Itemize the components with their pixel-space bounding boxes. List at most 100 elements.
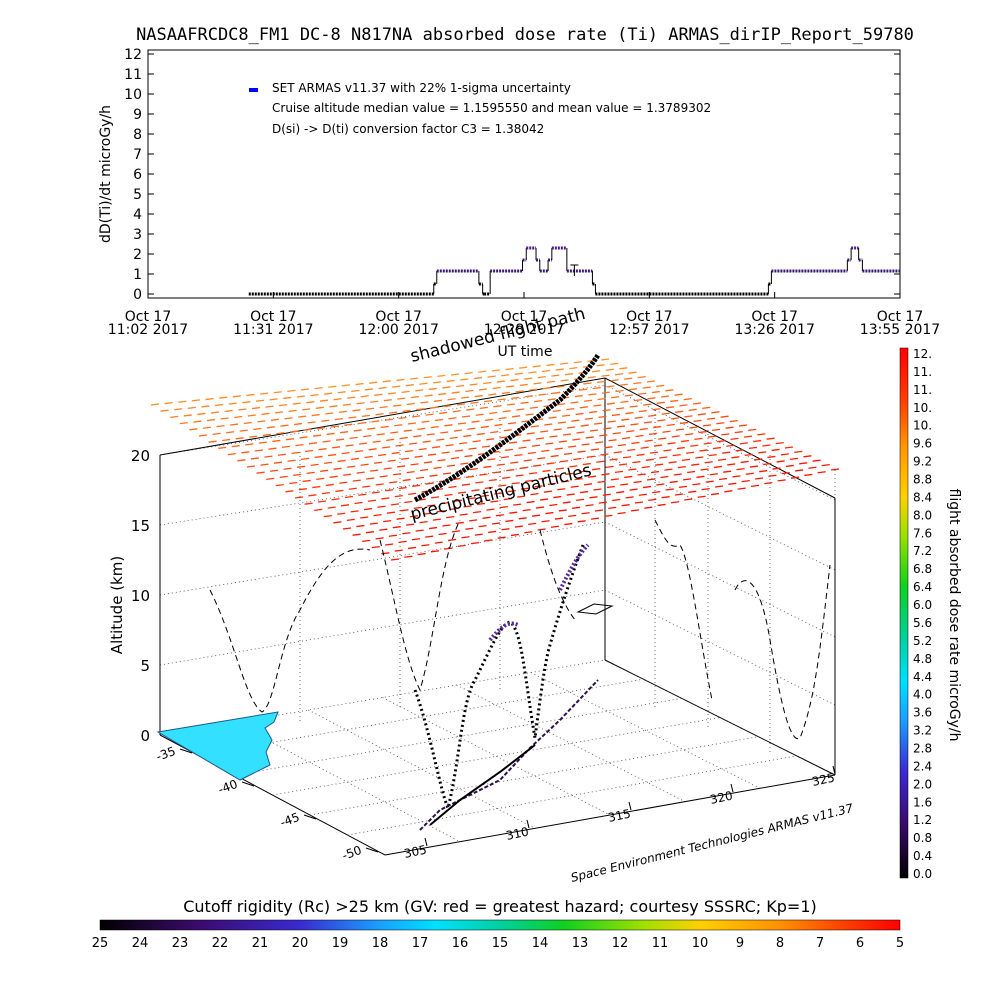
- rc-surface-dash: [488, 530, 497, 534]
- rc-surface-dash: [744, 453, 753, 457]
- rc-surface-dash: [602, 409, 611, 412]
- rc-surface-dash: [505, 519, 514, 523]
- rc-surface-dash: [777, 479, 786, 482]
- y-tick-label: 8: [133, 127, 142, 143]
- rc-surface-dash: [598, 415, 607, 419]
- rc-surface-dash: [514, 453, 523, 457]
- rc-surface-dash: [337, 391, 346, 394]
- rc-surface-dash: [433, 466, 442, 470]
- rc-surface-dash: [528, 371, 537, 374]
- rc-surface-dash: [817, 471, 826, 474]
- rc-surface-dash: [427, 504, 436, 507]
- rc-surface-dash: [677, 465, 686, 469]
- rc-surface-dash: [237, 459, 246, 462]
- rc-surface-dash: [669, 480, 678, 484]
- rc-colorbar-tick-label: 21: [252, 936, 269, 951]
- rc-surface-dash: [543, 490, 552, 493]
- rc-surface-dash: [564, 452, 573, 456]
- rc-surface-dash: [430, 425, 439, 429]
- rc-surface-dash: [367, 427, 376, 430]
- latitude-tick-mark: [179, 748, 193, 754]
- rc-surface-dash: [651, 390, 660, 394]
- rc-surface-dash: [369, 522, 378, 525]
- rc-surface-dash: [553, 495, 562, 499]
- rc-surface-dash: [619, 383, 628, 386]
- rc-surface-dash: [498, 416, 507, 420]
- rc-surface-dash: [316, 477, 325, 481]
- rc-surface-dash: [356, 524, 365, 528]
- rc-surface-dash: [629, 405, 638, 408]
- rc-surface-dash: [612, 498, 621, 502]
- rc-surface-dash: [700, 468, 709, 471]
- rc-surface-dash: [637, 473, 646, 476]
- rc-surface-dash: [569, 465, 578, 468]
- rc-surface-dash: [270, 418, 280, 421]
- rc-surface-dash: [390, 503, 399, 506]
- rc-surface-dash: [202, 426, 212, 429]
- rc-surface-dash: [499, 505, 508, 509]
- rc-surface-dash: [604, 446, 613, 449]
- rc-surface-dash: [442, 524, 451, 527]
- rc-surface-dash: [432, 518, 441, 521]
- rc-surface-dash: [675, 428, 685, 431]
- longitude-tick-label: 315: [607, 806, 632, 824]
- rc-surface-dash: [464, 454, 473, 458]
- rc-surface-dash: [652, 408, 661, 411]
- rc-surface-dash: [581, 512, 590, 515]
- rc-surface-dash: [339, 481, 348, 484]
- rc-surface-dash: [551, 374, 560, 377]
- rc-surface-dash: [174, 408, 183, 411]
- dose-colorbar-tick-label: 11.: [913, 365, 932, 379]
- rc-surface-dash: [592, 386, 601, 390]
- rc-surface-dash: [352, 479, 361, 482]
- altitude-tick-label: 10: [131, 587, 150, 605]
- rc-surface-dash: [356, 402, 365, 405]
- rc-surface-dash: [553, 428, 562, 431]
- y-axis-label: dD(Ti)/dt microGy/h: [98, 105, 114, 243]
- rc-surface-dash: [285, 438, 295, 441]
- rc-surface-dash: [634, 501, 644, 504]
- rc-surface-dash: [216, 424, 225, 428]
- rc-surface-dash: [647, 397, 656, 400]
- rc-surface-dash: [193, 420, 202, 423]
- rc-surface-dash: [528, 522, 537, 526]
- rc-surface-dash: [668, 461, 677, 464]
- rc-surface-dash: [692, 483, 701, 486]
- rc-surface-dash: [617, 443, 626, 447]
- rc-surface-dash: [538, 393, 547, 396]
- rc-surface-dash: [624, 377, 633, 380]
- rc-surface-dash: [444, 547, 453, 550]
- rc-surface-dash: [617, 511, 626, 515]
- rc-surface-dash: [492, 386, 501, 390]
- rc-colorbar-tick-label: 8: [776, 936, 784, 951]
- rc-surface-dash: [645, 458, 654, 461]
- rc-surface-dash: [470, 401, 479, 404]
- latitude-tick-mark: [241, 781, 255, 787]
- rc-surface-dash: [674, 493, 684, 496]
- rc-surface-dash: [440, 501, 449, 505]
- rc-surface-dash: [410, 377, 419, 380]
- altitude-ticks: 0 5 10 15 20: [131, 447, 150, 745]
- rc-surface-dash: [699, 449, 708, 452]
- rc-surface-dash: [534, 485, 543, 488]
- rc-surface-dash: [565, 472, 574, 476]
- rc-surface-dash: [628, 371, 637, 374]
- rc-surface-dash: [439, 411, 448, 415]
- rc-surface-dash: [494, 423, 503, 427]
- rc-surface-dash: [624, 475, 633, 479]
- rc-surface-dash: [321, 491, 330, 495]
- rc-surface-dash: [333, 467, 342, 470]
- rc-surface-dash: [691, 463, 700, 466]
- rc-surface-dash: [559, 460, 569, 463]
- rc-surface-dash: [344, 495, 354, 499]
- floor-grid-line: [456, 684, 686, 803]
- rc-surface-dash: [789, 457, 799, 461]
- dose-colorbar-tick-label: 2.0: [913, 777, 932, 791]
- rc-surface-dash: [632, 461, 641, 464]
- rc-surface-dash: [465, 527, 474, 530]
- rc-surface-dash: [465, 389, 474, 393]
- rc-surface-dash: [476, 502, 486, 506]
- rc-surface-dash: [644, 439, 653, 442]
- dose-colorbar-tick-label: 9.6: [913, 437, 932, 451]
